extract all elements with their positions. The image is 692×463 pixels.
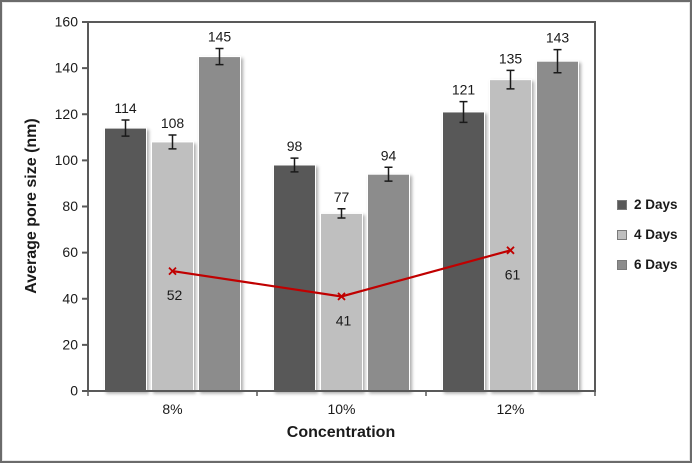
legend-item-4-days: 4 Days [617,227,678,242]
line-data-label: 61 [505,266,521,282]
legend-swatch-icon [617,259,627,270]
y-axis-tick-label: 100 [55,152,79,168]
legend-label: 2 Days [634,197,678,212]
line-data-label: 52 [167,287,183,303]
y-axis-title: Average pore size (nm) [23,118,40,294]
x-axis-category-label: 10% [327,401,355,417]
x-axis-category-label: 12% [496,401,524,417]
error-bar [506,69,515,90]
bar-4-days-8% [151,141,194,392]
error-bar [553,48,562,74]
x-axis-title: Concentration [286,424,396,441]
error-bar [337,208,346,219]
legend-label: 4 Days [634,227,678,242]
error-bar [168,134,177,150]
bar-6-days-12% [536,60,579,392]
error-bar [384,166,393,182]
legend-swatch-icon [617,229,627,240]
bar-4-days-10% [320,212,363,392]
y-axis-tick-label: 40 [62,290,78,306]
legend-label: 6 Days [634,257,678,272]
bar-data-label: 94 [381,147,397,163]
y-axis-tick-label: 60 [62,244,78,260]
line-data-label: 41 [336,312,352,328]
error-bar [290,157,299,173]
bar-data-label: 108 [161,115,185,131]
legend: 2 Days 4 Days 6 Days [617,197,678,272]
bar-data-label: 121 [452,82,476,98]
y-axis-tick-label: 20 [62,336,78,352]
bar-data-label: 145 [208,29,232,45]
line-marker-x-icon [168,266,177,276]
bar-2-days-10% [273,164,316,392]
y-axis-tick-label: 160 [55,14,79,30]
legend-swatch-icon [617,199,627,210]
y-axis-tick-label: 140 [55,60,79,76]
error-bar [121,119,130,137]
y-axis-tick-label: 0 [70,383,78,399]
bar-2-days-12% [442,111,485,392]
line-marker-x-icon [337,292,346,301]
y-axis-tick-label: 80 [62,198,78,214]
bar-4-days-12% [489,79,532,392]
line-marker-x-icon [506,246,515,255]
y-axis-tick-label: 120 [55,106,79,122]
legend-item-6-days: 6 Days [617,257,678,272]
bar-2-days-8% [104,127,147,392]
bar-data-label: 77 [334,189,350,205]
legend-item-2-days: 2 Days [617,197,678,212]
bar-6-days-8% [198,56,241,392]
error-bar [215,47,224,66]
x-axis-category-label: 8% [162,401,182,417]
bar-data-label: 143 [546,30,570,46]
error-bar [459,100,468,124]
bar-data-label: 114 [114,100,137,116]
bar-data-label: 135 [499,50,523,66]
bar-data-label: 98 [287,138,303,154]
